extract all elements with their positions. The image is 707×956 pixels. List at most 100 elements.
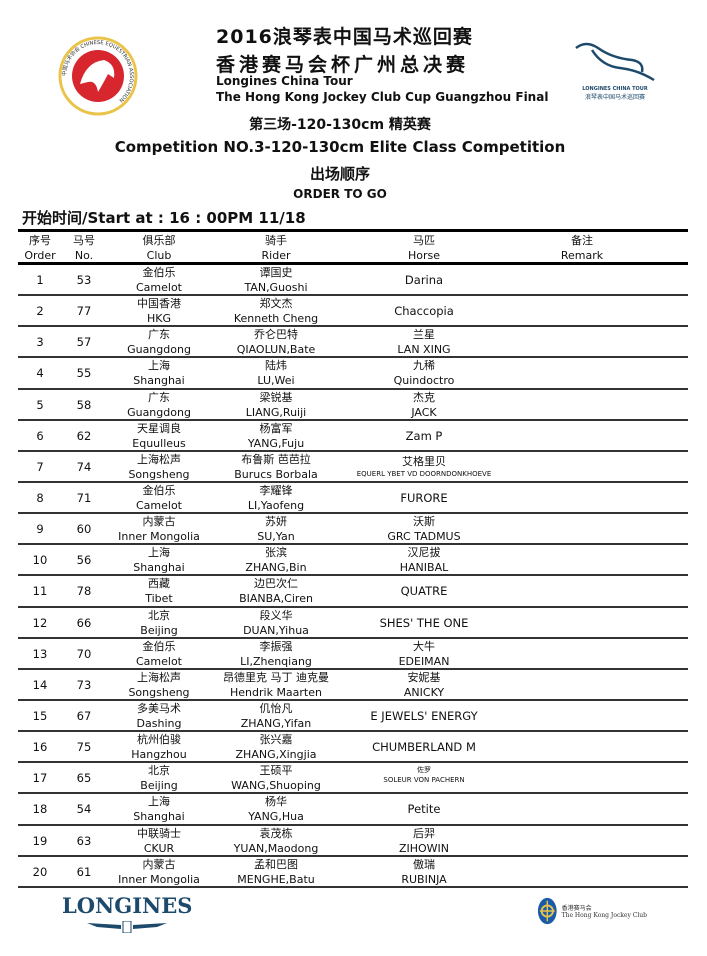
table-body: 1 53 金伯乐 Camelot 谭国史 TAN,Guoshi Darina 2 77 中国香港 H… (18, 265, 688, 888)
club-cell: 西藏 Tibet (145, 576, 173, 606)
club-cn: 上海 (147, 359, 170, 373)
horse-cell: FURORE (400, 490, 448, 505)
table-row: 12 66 北京 Beijing 段义华 DUAN,Yihua SHES' THE ONE (18, 608, 688, 639)
horse-en: SOLEUR VON PACHERN (383, 776, 465, 785)
horse-cell: QUATRE (400, 584, 448, 599)
order-title-cn: 出场顺序 (309, 165, 370, 183)
rider-cn: 昂德里克 马丁 迪克曼 (223, 670, 329, 684)
order-cell: 4 (36, 366, 44, 381)
rider-cell: 陆炜 LU,Wei (257, 358, 294, 388)
club-cell: 中联骑士 CKUR (137, 826, 181, 856)
rider-cn: 李耀锋 (259, 483, 293, 497)
horse-cn: 安妮基 (407, 670, 441, 684)
club-cn: 上海 (147, 546, 170, 560)
club-cn: 上海松声 (137, 670, 181, 684)
horse-cn: 汉尼拔 (407, 546, 441, 560)
club-cell: 广东 Guangdong (127, 327, 191, 357)
rider-cn: 布鲁斯 芭芭拉 (241, 452, 311, 466)
order-cell: 16 (32, 740, 48, 755)
table-row: 5 58 广东 Guangdong 梁锐基 LIANG,Ruiji 杰克 JACK (18, 390, 688, 421)
number-cell: 60 (76, 522, 92, 537)
order-cell: 20 (32, 864, 48, 879)
number-cell: 74 (76, 459, 92, 474)
club-en: Songsheng (128, 467, 190, 481)
longines-wordmark: LONGINES (62, 893, 193, 918)
club-cn: 西藏 (148, 577, 170, 591)
rider-en: YUAN,Maodong (233, 841, 319, 855)
horse-en: ANICKY (403, 685, 445, 699)
rider-cell: 边巴次仁 BIANBA,Ciren (239, 576, 313, 606)
rider-cn: 张兴嘉 (259, 733, 293, 747)
club-cn: 内蒙古 (142, 515, 176, 529)
horse-cell: Darina (404, 273, 444, 287)
order-cell: 13 (32, 646, 48, 661)
number-cell: 63 (76, 833, 92, 848)
horse-cn: 大牛 (412, 639, 435, 653)
cea-logo: 中国马术协会 CHINESE EQUESTRIAN ASSOCIATION (58, 36, 138, 116)
club-en: Shanghai (133, 810, 185, 824)
club-cell: 上海松声 Songsheng (128, 452, 189, 482)
rider-en: LI,Zhenqiang (240, 654, 312, 668)
rider-cn: 苏妍 (264, 515, 287, 529)
number-cell: 77 (76, 304, 92, 319)
rider-cell: 袁茂栋 YUAN,Maodong (234, 826, 319, 856)
club-en: Guangdong (127, 343, 191, 357)
table-row: 6 62 天星调良 Equulleus 杨富军 YANG,Fuju Zam P (18, 421, 688, 452)
club-en: Inner Mongolia (118, 872, 200, 886)
rider-en: ZHANG,Bin (245, 561, 307, 575)
rider-cell: 孟和巴图 MENGHE,Batu (237, 857, 314, 887)
club-en: CKUR (143, 841, 175, 855)
club-cell: 北京 Beijing (140, 608, 177, 638)
column-header-en: No. (74, 249, 94, 262)
number-cell: 57 (76, 335, 92, 350)
horse-cell: 汉尼拔 HANIBAL (400, 545, 448, 575)
club-cell: 金伯乐 Camelot (136, 483, 182, 513)
rider-en: WANG,Shuoping (231, 779, 321, 793)
club-en: Songsheng (128, 685, 190, 699)
horse-cn: 九稀 (413, 359, 435, 373)
order-cell: 8 (36, 490, 44, 505)
horse-cell: Zam P (405, 428, 443, 443)
club-cn: 杭州伯骏 (136, 733, 181, 747)
number-cell: 75 (76, 740, 92, 755)
club-en: HKG (146, 312, 171, 326)
horse-en: ZIHOWIN (398, 841, 450, 855)
hkjc-name-en: The Hong Kong Jockey Club (561, 912, 647, 919)
competition-title-cn: 第三场-120-130cm 精英赛 (249, 117, 431, 133)
column-header-en: Remark (560, 249, 604, 262)
club-cell: 天星调良 Equulleus (132, 421, 185, 451)
horse-cn: 傲瑞 (412, 857, 435, 871)
rider-cn: 孟和巴图 (253, 857, 298, 871)
order-cell: 19 (32, 833, 48, 848)
order-cell: 10 (32, 553, 48, 568)
rider-cell: 仉怡凡 ZHANG,Yifan (241, 701, 312, 731)
club-cn: 金伯乐 (142, 483, 176, 497)
club-cell: 金伯乐 Camelot (136, 265, 182, 295)
column-header-cn: 马号 (73, 234, 95, 247)
column-header-remark: 备注 Remark (561, 233, 603, 263)
number-cell: 71 (76, 490, 92, 505)
rider-cell: 张滨 ZHANG,Bin (245, 545, 306, 575)
number-cell: 73 (76, 677, 92, 692)
horse-en: JACK (411, 405, 437, 419)
horse-cell: 杰克 JACK (411, 390, 436, 420)
rider-en: LU,Wei (257, 374, 295, 388)
club-cn: 中联骑士 (137, 826, 181, 840)
table-row: 1 53 金伯乐 Camelot 谭国史 TAN,Guoshi Darina (18, 265, 688, 297)
number-cell: 61 (76, 864, 92, 879)
horse-cell: CHUMBERLAND M (372, 740, 476, 755)
club-cell: 金伯乐 Camelot (136, 639, 182, 669)
rider-cell: 杨富军 YANG,Fuju (248, 421, 304, 451)
number-cell: 78 (76, 584, 92, 599)
rider-cn: 袁茂栋 (259, 826, 293, 840)
horse-cell: 后羿 ZIHOWIN (399, 826, 449, 856)
order-cell: 2 (36, 304, 44, 319)
rider-cn: 乔仑巴特 (254, 328, 298, 342)
rider-en: TAN,Guoshi (244, 281, 308, 294)
rider-en: ZHANG,Xingjia (235, 748, 317, 762)
rider-cn: 王硕平 (259, 764, 293, 778)
table-row: 20 61 内蒙古 Inner Mongolia 孟和巴图 MENGHE,Batu 傲瑞 RU… (18, 857, 688, 888)
rider-en: BIANBA,Ciren (239, 592, 313, 606)
club-cell: 内蒙古 Inner Mongolia (118, 857, 200, 887)
club-cell: 上海松声 Songsheng (128, 670, 189, 700)
